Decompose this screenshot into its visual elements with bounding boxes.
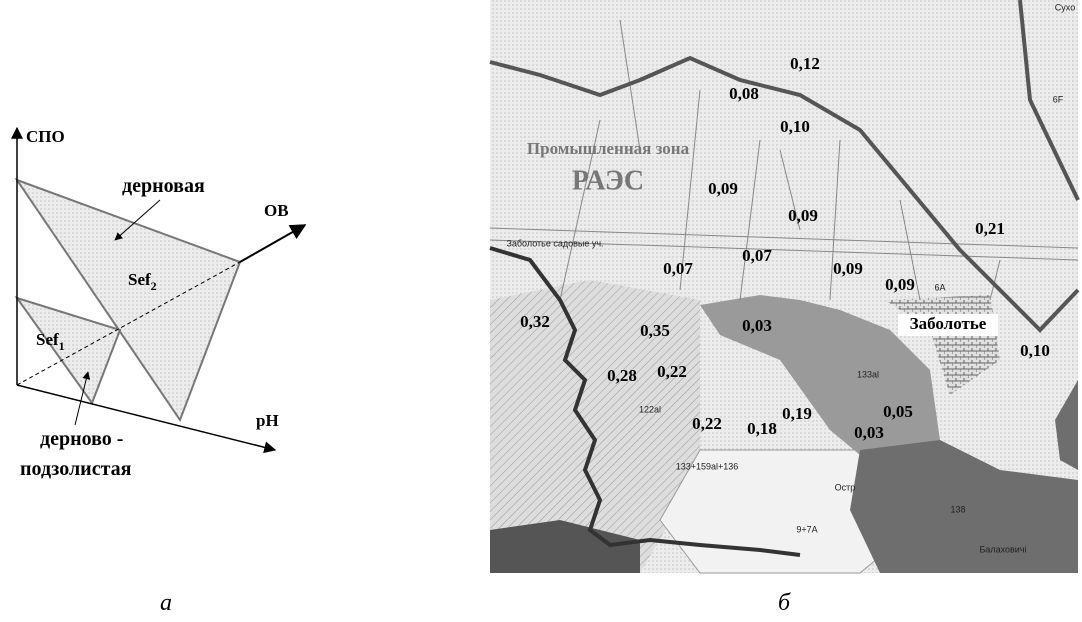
- map-label: 0,22: [692, 414, 722, 433]
- place-label: Балаховичі: [979, 544, 1026, 554]
- map-label: РАЭС: [572, 165, 644, 196]
- map: 0,12 0,08 0,10 Промышленная зона РАЭС 0,09 0,0…: [490, 0, 1078, 616]
- map-label: 0,12: [790, 54, 820, 73]
- diagram: СПО ОВ pH дерновая Sef2 Sef1 дерново - п…: [17, 127, 305, 616]
- map-label: 0,35: [640, 321, 670, 340]
- map-label: 0,03: [742, 316, 772, 335]
- place-label: 122al: [639, 404, 661, 414]
- label: дерновая: [122, 175, 205, 197]
- label: подзолистая: [20, 458, 132, 480]
- place-label: 133+159al+136: [676, 461, 739, 471]
- map-label: 0,10: [780, 117, 810, 136]
- sef: Sef: [36, 330, 59, 349]
- map-label: 0,09: [833, 259, 863, 278]
- axis-label: ОВ: [264, 201, 289, 220]
- map-label: 0,10: [1020, 341, 1050, 360]
- map-label: 0,07: [742, 246, 772, 265]
- figure: СПО ОВ pH дерновая Sef2 Sef1 дерново - п…: [0, 0, 1082, 622]
- place-label: 6А: [934, 282, 945, 292]
- map-label: 0,09: [708, 179, 738, 198]
- map-label: 0,19: [782, 404, 812, 423]
- sef: Sef: [128, 270, 151, 289]
- map-label: 0,18: [747, 419, 777, 438]
- map-label: 0,28: [607, 366, 637, 385]
- triangle-sef1: [17, 298, 120, 403]
- map-label: 0,21: [975, 219, 1005, 238]
- map-label: Заболотье: [910, 314, 987, 333]
- place-label: Сухо: [1055, 2, 1075, 12]
- map-label: Промышленная зона: [527, 139, 690, 158]
- caption: б: [778, 590, 791, 616]
- place-label: 6F: [1053, 94, 1064, 104]
- map-label: 0,09: [885, 275, 915, 294]
- sub: 2: [151, 279, 157, 293]
- caption: а: [160, 590, 172, 616]
- place-label: 9+7А: [796, 524, 817, 534]
- place-label: Остр: [835, 482, 856, 492]
- sub: 1: [59, 339, 65, 353]
- map-label: 0,07: [663, 259, 693, 278]
- axis-label: pH: [256, 411, 279, 430]
- map-label: 0,08: [729, 84, 759, 103]
- axis-label: СПО: [26, 127, 65, 146]
- place-label: Заболотье садовые уч.: [506, 238, 603, 248]
- map-label: 0,09: [788, 206, 818, 225]
- triangle-sef2: [17, 180, 240, 420]
- place-label: 138: [950, 504, 965, 514]
- axis: [240, 225, 305, 262]
- map-label: 0,03: [854, 423, 884, 442]
- map-label: 0,05: [883, 402, 913, 421]
- label: дерново -: [40, 428, 123, 450]
- place-label: 133al: [857, 369, 879, 379]
- map-label: 0,32: [520, 312, 550, 331]
- map-label: 0,22: [657, 362, 687, 381]
